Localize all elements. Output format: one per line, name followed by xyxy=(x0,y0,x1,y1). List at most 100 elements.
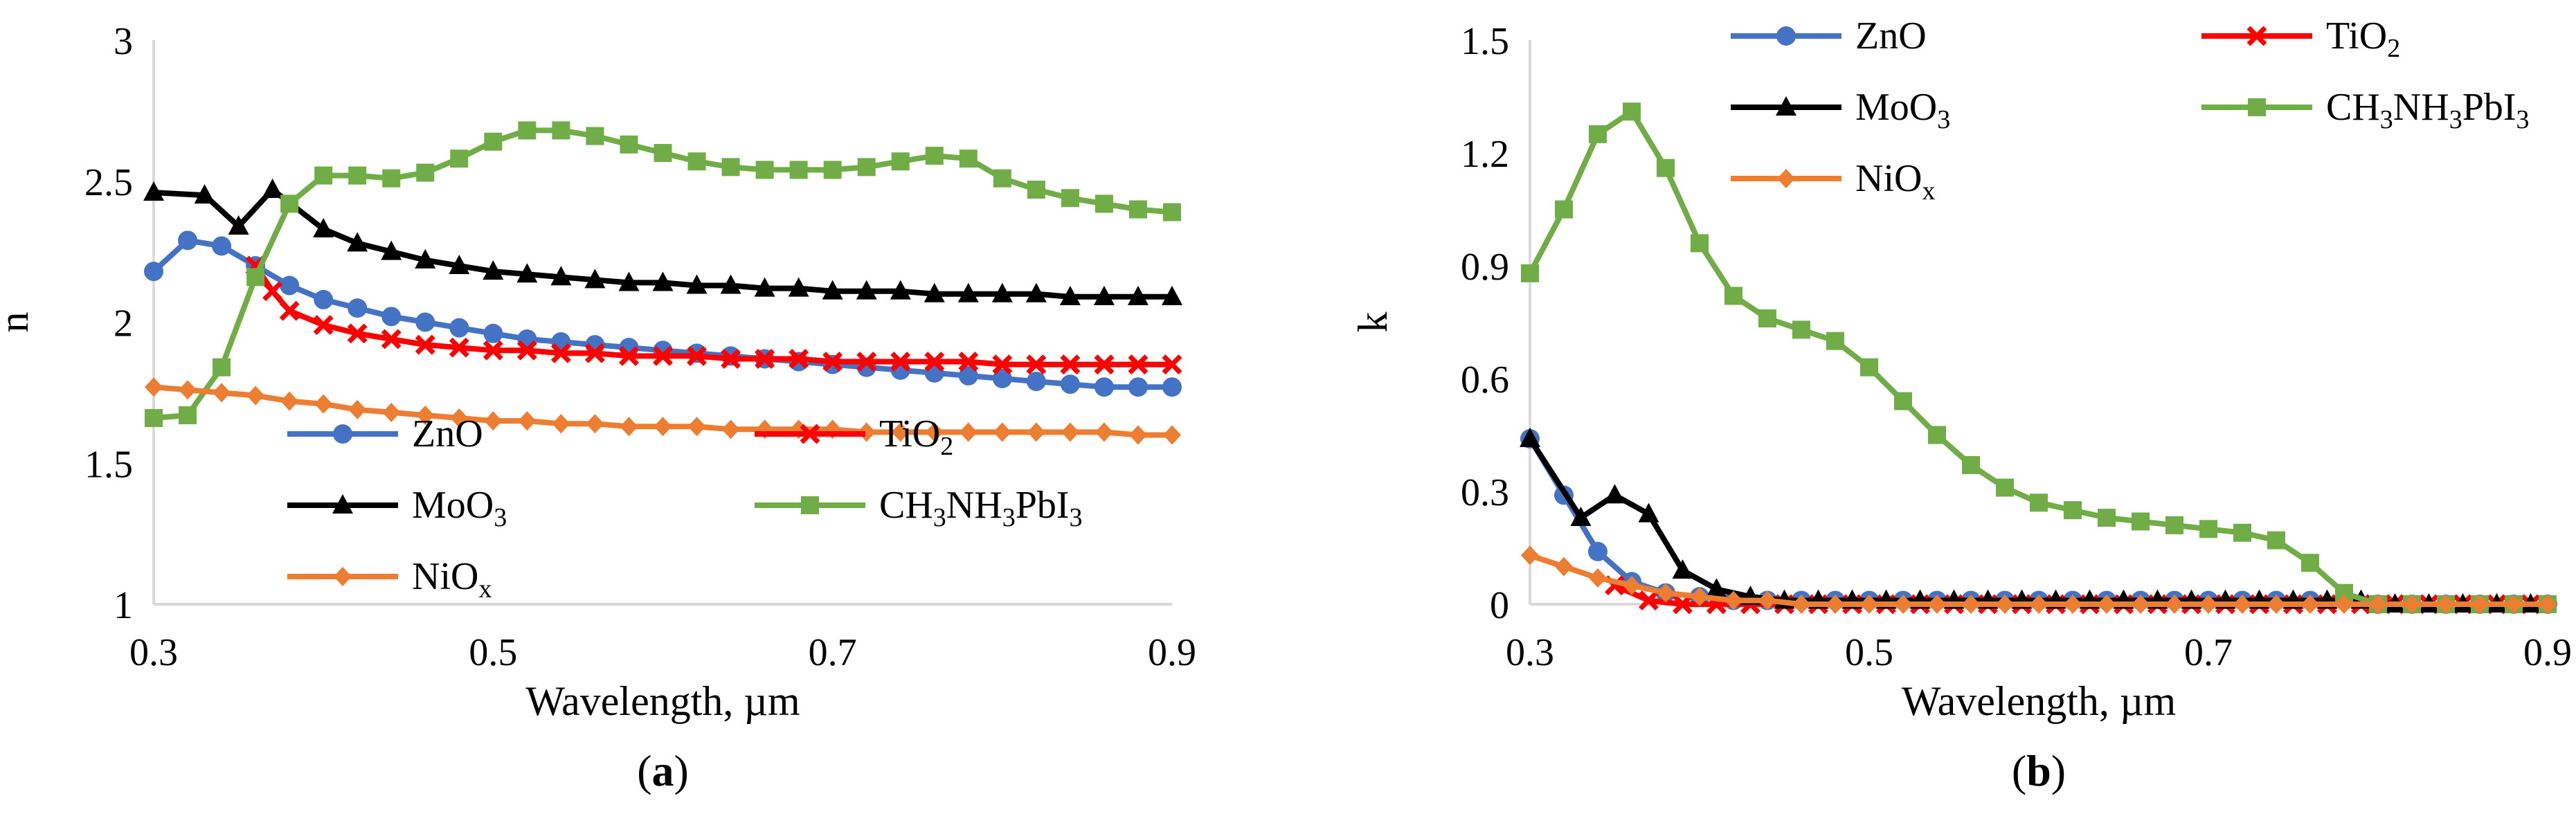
data-point-niox xyxy=(2267,595,2285,614)
data-point-niox xyxy=(1061,422,1079,442)
data-point-ch3nh3pbi3 xyxy=(2064,501,2082,520)
data-point-niox xyxy=(518,411,537,431)
legend-label-niox: NiOx xyxy=(1855,157,1935,206)
data-point-moo3 xyxy=(1059,285,1081,305)
data-point-niox xyxy=(280,391,299,411)
data-point-ch3nh3pbi3 xyxy=(1061,189,1079,208)
data-point-ch3nh3pbi3 xyxy=(2132,512,2150,531)
data-point-moo3 xyxy=(449,255,470,274)
data-point-niox xyxy=(586,414,604,434)
data-point-tio2 xyxy=(1026,354,1047,375)
panel-a-series-tio2 xyxy=(245,255,1182,375)
data-point-zno xyxy=(1060,374,1080,395)
data-point-niox xyxy=(620,417,638,437)
data-point-tio2 xyxy=(516,340,537,361)
data-point-moo3 xyxy=(1672,559,1693,579)
legend-marker-niox xyxy=(1777,169,1795,188)
data-point-tio2 xyxy=(755,349,775,369)
data-point-zno xyxy=(992,369,1012,388)
data-point-tio2 xyxy=(789,349,809,369)
data-point-niox xyxy=(314,394,333,414)
data-point-ch3nh3pbi3 xyxy=(1724,287,1742,305)
data-point-ch3nh3pbi3 xyxy=(1128,200,1147,219)
panel-a-x-axis-title: Wavelength, µm xyxy=(525,678,800,724)
data-point-ch3nh3pbi3 xyxy=(2165,516,2183,534)
data-point-ch3nh3pbi3 xyxy=(348,166,367,185)
data-point-tio2 xyxy=(1673,594,1693,615)
data-point-tio2 xyxy=(1094,354,1115,375)
legend-marker-tio2 xyxy=(800,424,820,444)
legend-marker-tio2 xyxy=(2246,26,2267,46)
data-point-ch3nh3pbi3 xyxy=(2233,523,2251,542)
data-point-ch3nh3pbi3 xyxy=(1521,264,1539,282)
data-point-ch3nh3pbi3 xyxy=(1095,194,1113,213)
panel-a-y-tick-label: 3 xyxy=(114,20,133,63)
data-point-moo3 xyxy=(550,266,572,286)
data-point-moo3 xyxy=(1604,484,1625,504)
panel-b-x-axis-title: Wavelength, µm xyxy=(1902,678,2176,724)
panel-b-y-tick-label: 1.5 xyxy=(1461,20,1509,63)
data-point-moo3 xyxy=(1025,282,1047,302)
data-point-ch3nh3pbi3 xyxy=(280,194,299,213)
data-point-ch3nh3pbi3 xyxy=(891,152,910,171)
data-point-ch3nh3pbi3 xyxy=(1657,158,1675,177)
panel-a-x-tick-label: 0.3 xyxy=(129,631,178,674)
data-point-moo3 xyxy=(483,260,504,280)
data-point-zno xyxy=(314,289,334,309)
panel-b-series-niox xyxy=(1521,545,2557,614)
data-point-tio2 xyxy=(618,345,639,366)
data-point-niox xyxy=(1962,595,1980,614)
data-point-niox xyxy=(891,422,910,442)
data-point-ch3nh3pbi3 xyxy=(1894,392,1912,410)
data-point-ch3nh3pbi3 xyxy=(620,135,638,154)
data-point-ch3nh3pbi3 xyxy=(857,158,876,176)
data-point-niox xyxy=(1860,595,1878,614)
data-point-niox xyxy=(2437,595,2455,614)
data-point-zno xyxy=(178,230,198,251)
data-point-ch3nh3pbi3 xyxy=(1826,332,1844,350)
legend-label-zno: ZnO xyxy=(412,412,483,455)
legend-label-ch3nh3pbi3: CH3NH3PbI3 xyxy=(879,484,1082,532)
data-point-tio2 xyxy=(992,354,1013,375)
legend-label-tio2: TiO2 xyxy=(2326,15,2400,63)
data-point-zno xyxy=(1128,377,1148,397)
data-point-ch3nh3pbi3 xyxy=(586,127,604,145)
data-point-tio2 xyxy=(958,352,979,372)
panel-b-y-tick-label: 0.9 xyxy=(1461,246,1509,289)
data-point-niox xyxy=(925,422,944,442)
data-point-moo3 xyxy=(686,274,708,294)
data-point-niox xyxy=(1758,590,1776,610)
data-point-niox xyxy=(382,402,401,422)
data-point-moo3 xyxy=(652,271,674,291)
data-point-ch3nh3pbi3 xyxy=(2267,531,2285,550)
data-point-ch3nh3pbi3 xyxy=(755,161,774,179)
data-point-niox xyxy=(1623,575,1641,595)
data-point-ch3nh3pbi3 xyxy=(1758,309,1776,328)
data-point-moo3 xyxy=(262,178,283,198)
data-point-ch3nh3pbi3 xyxy=(2199,520,2217,538)
panel-b-label: (b) xyxy=(2012,746,2066,795)
data-point-ch3nh3pbi3 xyxy=(823,161,842,179)
data-point-tio2 xyxy=(653,345,673,366)
panel-a-x-tick-label: 0.9 xyxy=(1148,631,1196,674)
data-point-ch3nh3pbi3 xyxy=(1996,478,2014,497)
legend-marker-moo3 xyxy=(1776,96,1796,116)
legend-marker-moo3 xyxy=(332,494,353,514)
data-point-moo3 xyxy=(228,215,249,235)
data-point-moo3 xyxy=(1093,285,1115,305)
data-point-moo3 xyxy=(516,263,538,283)
data-point-tio2 xyxy=(890,352,911,372)
data-point-niox xyxy=(721,419,740,439)
data-point-niox xyxy=(246,386,265,406)
data-point-niox xyxy=(2539,595,2557,614)
data-point-niox xyxy=(2369,595,2387,614)
data-point-niox xyxy=(1163,425,1181,445)
data-point-tio2 xyxy=(924,352,945,372)
data-point-ch3nh3pbi3 xyxy=(552,121,570,140)
data-point-ch3nh3pbi3 xyxy=(1928,426,1946,444)
data-point-ch3nh3pbi3 xyxy=(654,144,672,162)
panel-a-series-ch3nh3pbi3 xyxy=(145,121,1181,428)
data-point-ch3nh3pbi3 xyxy=(382,169,401,188)
panel-b-y-tick-label: 0.6 xyxy=(1461,359,1509,401)
